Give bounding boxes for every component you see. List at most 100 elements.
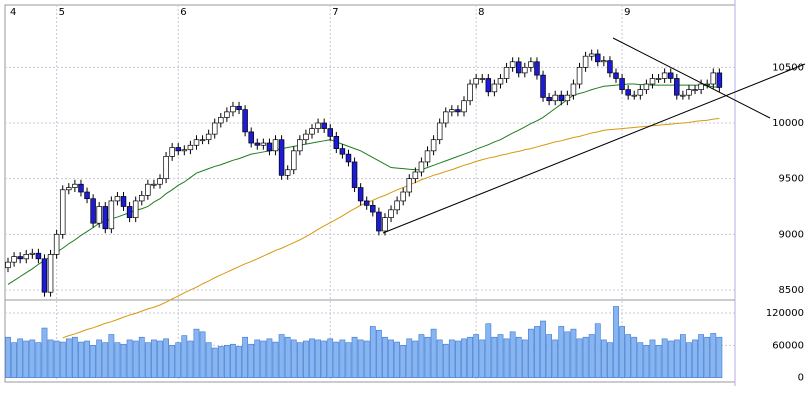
- candle-body: [503, 66, 510, 79]
- candle-body: [540, 74, 546, 98]
- volume-bar: [540, 320, 546, 378]
- candle-body: [224, 111, 230, 118]
- volume-bar: [339, 339, 346, 378]
- candle-body: [120, 196, 127, 207]
- volume-bar: [108, 334, 115, 378]
- candle-body: [643, 83, 650, 90]
- candle-body: [692, 89, 698, 91]
- volume-bar: [90, 345, 97, 378]
- candle-body: [382, 217, 388, 232]
- candle-body: [625, 89, 631, 96]
- volume-bar: [53, 340, 60, 378]
- volume-bar: [181, 335, 188, 378]
- candle-body: [163, 156, 169, 180]
- candle-body: [291, 150, 297, 171]
- candle-body: [534, 61, 540, 76]
- volume-bar: [278, 334, 285, 378]
- candle-body: [78, 183, 84, 193]
- candle-body: [327, 128, 333, 137]
- plot-frame: [4, 4, 736, 383]
- volume-bar: [187, 340, 194, 378]
- candle-body: [582, 55, 589, 68]
- volume-bar: [126, 339, 133, 378]
- candle-body: [607, 60, 613, 74]
- volume-tick-label: 120000: [766, 308, 804, 319]
- candle-body: [436, 122, 443, 141]
- volume-bar: [679, 334, 686, 378]
- y-tick-label: 9500: [779, 174, 804, 185]
- volume-bar: [248, 343, 255, 378]
- volume-bar: [467, 336, 473, 378]
- volume-bar: [430, 328, 437, 378]
- candle-body: [5, 261, 11, 269]
- volume-bar: [266, 338, 273, 378]
- volume-bar: [607, 342, 613, 378]
- volume-tick-label: 60000: [772, 340, 804, 351]
- candle-body: [345, 153, 352, 163]
- candle-body: [211, 122, 218, 135]
- candle-body: [661, 72, 668, 79]
- volume-bar: [424, 336, 431, 378]
- candle-body: [187, 144, 194, 151]
- candle-body: [102, 206, 109, 230]
- candle-body: [108, 200, 115, 230]
- y-tick-label: 8500: [779, 285, 804, 296]
- volume-bar: [461, 338, 467, 378]
- volume-bar: [448, 339, 455, 378]
- volume-bar: [327, 338, 334, 378]
- candle-body: [351, 161, 358, 188]
- volume-bar: [65, 338, 72, 378]
- volume-bar: [564, 331, 571, 378]
- volume-bar: [704, 336, 711, 378]
- x-tick-label: 9: [624, 7, 630, 18]
- candle-body: [619, 78, 625, 90]
- volume-bar: [272, 341, 279, 378]
- y-tick-label: 10500: [772, 62, 804, 73]
- volume-bar: [515, 336, 522, 378]
- volume-bar: [710, 333, 717, 378]
- volume-bar: [582, 336, 589, 378]
- volume-bar: [211, 347, 218, 378]
- volume-bar: [509, 331, 516, 378]
- candle-body: [655, 78, 662, 80]
- volume-bar: [23, 340, 30, 378]
- candle-body: [35, 252, 42, 260]
- candle-body: [667, 72, 674, 79]
- candle-body: [157, 178, 163, 185]
- candle-body: [339, 148, 346, 155]
- volume-bar: [479, 339, 486, 378]
- volume-bar: [120, 343, 127, 378]
- candle-body: [546, 97, 552, 102]
- candle-body: [297, 139, 303, 152]
- candle-body: [716, 72, 723, 88]
- candle-body: [169, 147, 175, 157]
- candle-body: [564, 94, 571, 102]
- candle-body: [11, 256, 17, 263]
- candle-body: [363, 200, 370, 206]
- volume-bar: [716, 336, 723, 378]
- volume-bar: [102, 342, 109, 378]
- candle-body: [23, 254, 29, 260]
- candle-body: [199, 139, 206, 142]
- trend-lines: [382, 37, 806, 234]
- candle-body: [139, 195, 145, 202]
- candle-body: [29, 252, 36, 255]
- candle-body: [66, 187, 72, 191]
- volume-bar: [649, 339, 656, 378]
- candle-body: [698, 83, 704, 90]
- candle-body: [272, 139, 279, 152]
- candle-body: [449, 109, 455, 113]
- volume-bar: [84, 340, 90, 378]
- candle-body: [680, 94, 686, 97]
- candle-body: [145, 183, 151, 196]
- candle-body: [321, 122, 327, 129]
- candle-body: [303, 133, 309, 141]
- candle-body: [175, 147, 181, 152]
- candle-body: [248, 131, 254, 144]
- volume-bar: [357, 339, 364, 378]
- volume-bar: [613, 306, 619, 378]
- candle-body: [132, 200, 139, 218]
- volume-bar: [290, 339, 297, 378]
- candle-body: [400, 191, 406, 202]
- volume-bar: [17, 338, 24, 378]
